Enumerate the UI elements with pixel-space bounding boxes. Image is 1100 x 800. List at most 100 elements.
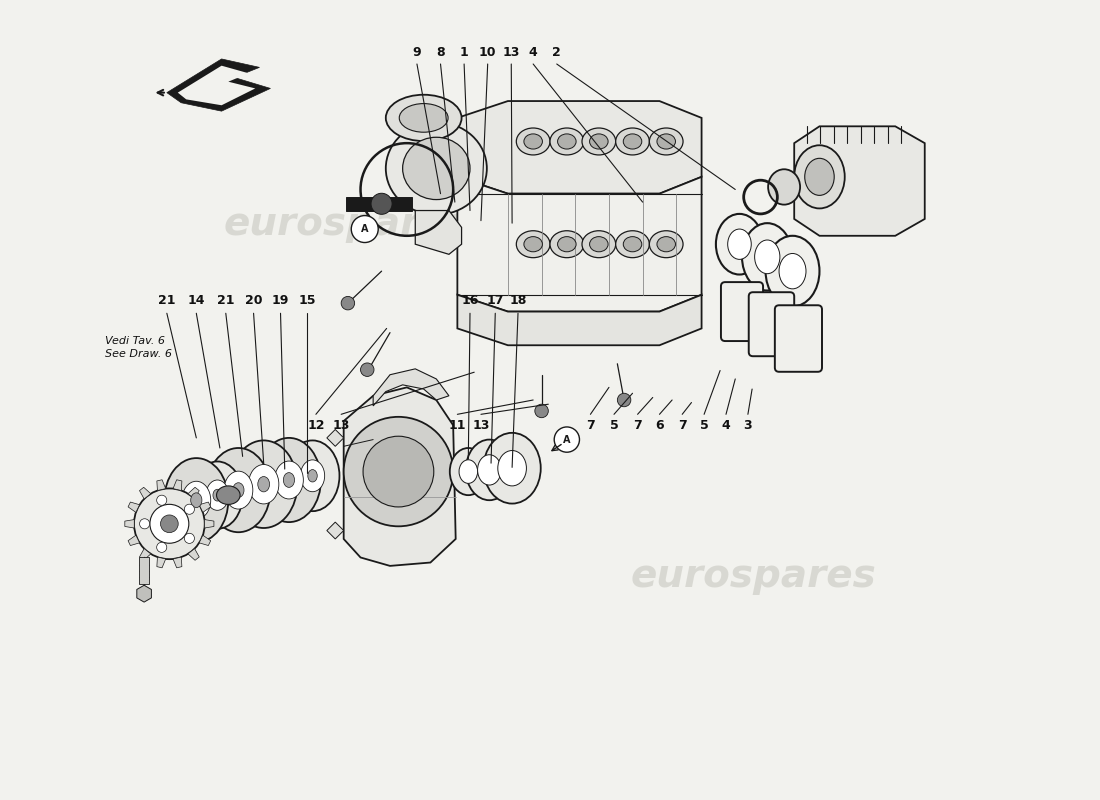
Ellipse shape [649, 128, 683, 155]
Text: 12: 12 [307, 419, 324, 432]
Circle shape [185, 534, 195, 543]
Ellipse shape [582, 128, 616, 155]
Ellipse shape [624, 237, 641, 252]
Ellipse shape [590, 237, 608, 252]
Ellipse shape [386, 94, 462, 141]
Ellipse shape [257, 477, 270, 492]
Circle shape [361, 363, 374, 377]
Circle shape [185, 504, 195, 514]
Ellipse shape [524, 134, 542, 149]
Ellipse shape [192, 462, 243, 529]
Polygon shape [458, 294, 702, 346]
Text: A: A [361, 224, 368, 234]
Circle shape [617, 394, 630, 406]
Circle shape [535, 404, 548, 418]
Text: eurospares: eurospares [631, 557, 877, 595]
Circle shape [140, 518, 150, 529]
Bar [346, 197, 411, 210]
Polygon shape [178, 66, 255, 106]
Circle shape [150, 504, 189, 543]
Ellipse shape [794, 146, 845, 209]
Text: 4: 4 [529, 46, 538, 59]
Ellipse shape [550, 230, 584, 258]
Text: 2: 2 [552, 46, 561, 59]
Text: 4: 4 [722, 419, 730, 432]
Ellipse shape [624, 134, 641, 149]
Ellipse shape [558, 134, 576, 149]
Ellipse shape [164, 458, 229, 542]
Ellipse shape [249, 465, 278, 504]
Ellipse shape [403, 138, 470, 199]
Polygon shape [173, 557, 182, 568]
Circle shape [134, 489, 205, 559]
Ellipse shape [582, 230, 616, 258]
Text: 21: 21 [217, 294, 234, 306]
Text: 10: 10 [478, 46, 496, 59]
Ellipse shape [308, 470, 317, 482]
Ellipse shape [498, 450, 527, 486]
Polygon shape [416, 210, 462, 254]
Text: 13: 13 [332, 419, 350, 432]
Polygon shape [205, 519, 213, 528]
Ellipse shape [230, 441, 297, 528]
Text: 15: 15 [299, 294, 316, 306]
Polygon shape [343, 387, 455, 566]
Ellipse shape [616, 230, 649, 258]
Ellipse shape [550, 128, 584, 155]
Text: 5: 5 [609, 419, 618, 432]
Polygon shape [327, 430, 343, 446]
Ellipse shape [477, 454, 502, 485]
Ellipse shape [217, 486, 240, 505]
Polygon shape [173, 480, 182, 490]
Ellipse shape [728, 229, 751, 259]
Ellipse shape [182, 482, 211, 519]
Polygon shape [157, 557, 166, 568]
Ellipse shape [233, 482, 244, 498]
Ellipse shape [275, 461, 304, 499]
Polygon shape [794, 126, 925, 236]
Text: 16: 16 [461, 294, 478, 306]
Circle shape [351, 215, 378, 242]
Polygon shape [140, 487, 151, 499]
Polygon shape [136, 586, 152, 602]
Ellipse shape [190, 493, 202, 507]
Ellipse shape [371, 194, 392, 214]
Text: Vedi Tav. 6: Vedi Tav. 6 [106, 336, 165, 346]
Ellipse shape [213, 490, 222, 501]
Ellipse shape [284, 473, 295, 487]
Ellipse shape [207, 448, 271, 532]
Circle shape [156, 495, 167, 506]
Text: 1: 1 [460, 46, 469, 59]
Text: 13: 13 [472, 419, 490, 432]
Ellipse shape [465, 439, 513, 500]
Ellipse shape [224, 471, 253, 509]
Circle shape [343, 417, 453, 526]
Ellipse shape [558, 237, 576, 252]
Text: 8: 8 [437, 46, 444, 59]
Polygon shape [140, 549, 151, 560]
Polygon shape [458, 101, 702, 194]
Polygon shape [167, 59, 271, 111]
Polygon shape [124, 519, 134, 528]
Ellipse shape [484, 433, 541, 503]
Text: 17: 17 [486, 294, 504, 306]
FancyBboxPatch shape [774, 306, 822, 372]
FancyBboxPatch shape [720, 282, 763, 341]
Ellipse shape [766, 236, 820, 306]
Text: 18: 18 [509, 294, 527, 306]
Text: A: A [563, 434, 571, 445]
Ellipse shape [399, 103, 448, 132]
Ellipse shape [590, 134, 608, 149]
Ellipse shape [768, 170, 800, 205]
Circle shape [161, 515, 178, 533]
Text: 5: 5 [700, 419, 708, 432]
Polygon shape [188, 487, 199, 499]
Text: 19: 19 [272, 294, 289, 306]
Ellipse shape [779, 254, 806, 289]
Polygon shape [199, 502, 211, 512]
Circle shape [363, 436, 433, 507]
Text: See Draw. 6: See Draw. 6 [106, 349, 173, 358]
Ellipse shape [516, 230, 550, 258]
Ellipse shape [616, 128, 649, 155]
Ellipse shape [300, 460, 324, 492]
